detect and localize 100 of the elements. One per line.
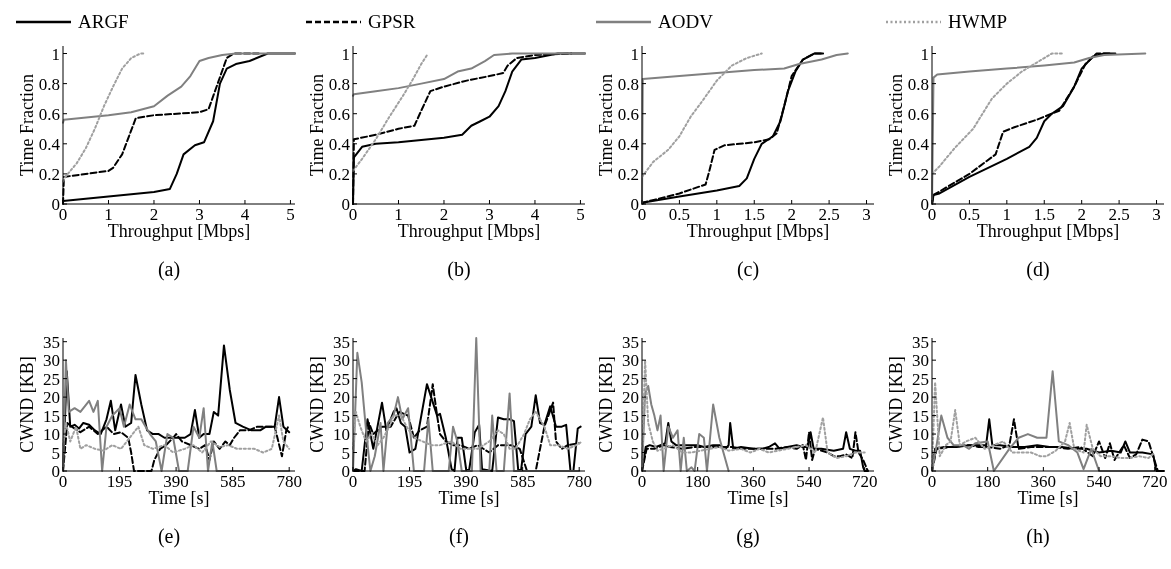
x-tick-label: 360 bbox=[740, 472, 767, 491]
y-tick-label: 10 bbox=[333, 425, 350, 445]
y-tick-label: 10 bbox=[43, 425, 60, 445]
x-tick-label: 720 bbox=[851, 472, 878, 491]
y-tick-label: 10 bbox=[912, 425, 929, 445]
x-tick-label: 3 bbox=[1152, 205, 1161, 224]
x-tick-label: 360 bbox=[1030, 472, 1057, 491]
y-tick-label: 20 bbox=[43, 388, 60, 408]
line-series bbox=[352, 52, 586, 97]
y-tick-label: 25 bbox=[912, 369, 929, 389]
legend-label: AODV bbox=[658, 11, 714, 32]
y-tick-label: 0.4 bbox=[617, 134, 640, 154]
x-tick-label: 2.5 bbox=[818, 205, 840, 224]
text: (d) bbox=[1026, 258, 1050, 281]
y-tick-label: 5 bbox=[51, 443, 60, 463]
x-tick-label: 585 bbox=[509, 472, 536, 491]
legend-label: GPSR bbox=[368, 11, 416, 32]
x-tick-label: 2 bbox=[149, 205, 159, 224]
line-series bbox=[641, 385, 730, 472]
y-tick-label: 0.6 bbox=[38, 104, 60, 124]
x-tick-label: 0.5 bbox=[958, 205, 981, 224]
y-tick-label: 0.8 bbox=[328, 74, 350, 94]
y-tick-label: 0.4 bbox=[907, 134, 930, 154]
y-axis-title: Time Fraction bbox=[307, 74, 327, 176]
x-tick-label: 390 bbox=[453, 472, 479, 491]
y-tick-label: 30 bbox=[43, 351, 60, 371]
y-tick-label: 30 bbox=[333, 351, 350, 371]
y-axis-title: CWND [KB] bbox=[886, 356, 906, 453]
x-tick-label: 5 bbox=[286, 205, 295, 224]
x-tick-label: 1 bbox=[104, 205, 113, 224]
x-tick-label: 1 bbox=[394, 205, 403, 224]
x-tick-label: 2 bbox=[1077, 205, 1086, 224]
x-tick-label: 0.5 bbox=[668, 205, 691, 224]
x-tick-label: 3 bbox=[485, 205, 494, 224]
y-tick-label: 15 bbox=[912, 406, 929, 426]
line-series bbox=[62, 52, 146, 183]
y-tick-label: 5 bbox=[341, 443, 350, 463]
x-axis-title: Time [s] bbox=[438, 488, 500, 508]
y-tick-label: 25 bbox=[43, 369, 60, 389]
x-tick-label: 2 bbox=[787, 205, 796, 224]
y-tick-label: 1 bbox=[51, 44, 60, 64]
y-tick-label: 10 bbox=[622, 425, 639, 445]
x-tick-label: 1 bbox=[1002, 205, 1012, 224]
y-tick-label: 15 bbox=[43, 406, 60, 426]
y-axis-title: Time Fraction bbox=[886, 74, 906, 176]
x-tick-label: 585 bbox=[219, 472, 246, 491]
x-tick-label: 780 bbox=[276, 472, 302, 491]
y-tick-label: 1 bbox=[920, 44, 929, 64]
x-tick-label: 2.5 bbox=[1108, 205, 1130, 224]
x-tick-label: 390 bbox=[163, 472, 189, 491]
y-tick-label: 1 bbox=[341, 44, 350, 64]
x-tick-label: 720 bbox=[1141, 472, 1168, 491]
y-tick-label: 25 bbox=[333, 369, 350, 389]
y-tick-label: 35 bbox=[333, 332, 350, 352]
y-tick-label: 1 bbox=[630, 44, 639, 64]
line-series bbox=[931, 52, 1064, 175]
y-tick-label: 0.8 bbox=[617, 74, 639, 94]
y-tick-label: 35 bbox=[43, 332, 60, 352]
y-tick-label: 0.4 bbox=[38, 134, 61, 154]
y-tick-label: 0.6 bbox=[907, 104, 929, 124]
x-tick-label: 540 bbox=[1086, 472, 1112, 491]
x-tick-label: 1.5 bbox=[743, 205, 765, 224]
y-tick-label: 35 bbox=[622, 332, 639, 352]
y-tick-label: 0.8 bbox=[907, 74, 929, 94]
legend-label: HWMP bbox=[948, 11, 1008, 32]
y-tick-label: 20 bbox=[912, 388, 929, 408]
y-tick-label: 25 bbox=[622, 369, 639, 389]
x-tick-label: 1.5 bbox=[1033, 205, 1055, 224]
line-series bbox=[641, 52, 763, 178]
y-axis-title: Time Fraction bbox=[17, 74, 37, 176]
x-tick-label: 540 bbox=[796, 472, 822, 491]
legend-label: ARGF bbox=[78, 11, 129, 32]
x-tick-label: 3 bbox=[862, 205, 871, 224]
x-tick-label: 4 bbox=[530, 205, 540, 224]
line-series bbox=[62, 414, 291, 454]
line-series bbox=[62, 52, 296, 124]
y-tick-label: 0.6 bbox=[617, 104, 639, 124]
y-tick-label: 30 bbox=[622, 351, 639, 371]
y-tick-label: 5 bbox=[630, 443, 639, 463]
x-axis-title: Throughput [Mbps] bbox=[107, 221, 251, 241]
text: (g) bbox=[736, 525, 760, 548]
x-tick-label: 2 bbox=[439, 205, 449, 224]
y-tick-label: 0.2 bbox=[907, 164, 929, 184]
x-tick-label: 180 bbox=[684, 472, 711, 491]
y-tick-label: 20 bbox=[622, 388, 639, 408]
x-tick-label: 195 bbox=[106, 472, 133, 491]
x-tick-label: 780 bbox=[566, 472, 592, 491]
y-axis-title: CWND [KB] bbox=[17, 356, 37, 453]
line-series bbox=[352, 52, 430, 172]
y-axis-title: CWND [KB] bbox=[596, 356, 616, 453]
y-tick-label: 20 bbox=[333, 388, 350, 408]
y-tick-label: 0.6 bbox=[328, 104, 350, 124]
text: (f) bbox=[449, 525, 469, 548]
text: (h) bbox=[1026, 525, 1050, 548]
y-tick-label: 30 bbox=[912, 351, 929, 371]
y-tick-label: 5 bbox=[920, 443, 929, 463]
x-axis-title: Throughput [Mbps] bbox=[976, 221, 1120, 241]
x-axis-title: Time [s] bbox=[148, 488, 210, 508]
y-axis-title: CWND [KB] bbox=[307, 356, 327, 453]
x-tick-label: 5 bbox=[576, 205, 585, 224]
